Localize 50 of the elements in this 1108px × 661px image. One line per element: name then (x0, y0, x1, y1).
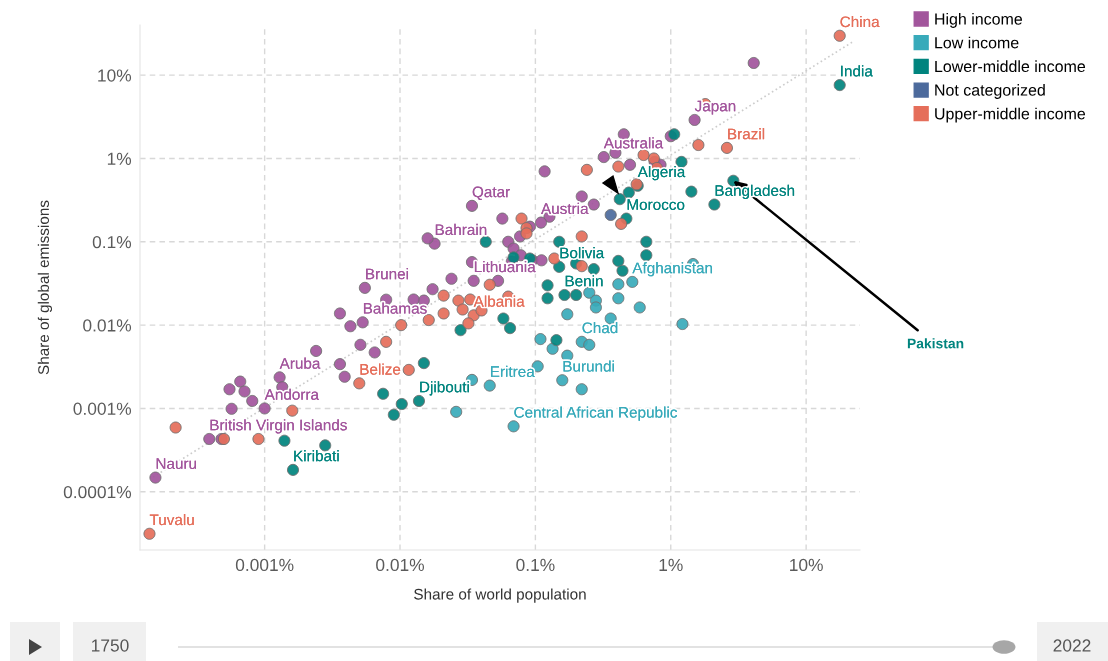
annotation: Nauru (156, 458, 197, 469)
annotation: Algeria (637, 166, 686, 181)
legend-label: Not categorized (935, 84, 1045, 99)
annotation: Central African Republic (514, 406, 678, 421)
annotation: Bolivia (560, 247, 605, 259)
x-axis-title: Share of world population (414, 588, 586, 603)
y-tick-label: 0.0001% (63, 485, 132, 499)
annotation: Lithuania (474, 261, 536, 273)
legend-label: Low income (935, 36, 1019, 49)
annotation: Eritrea (490, 365, 535, 378)
annotation: Belize (360, 363, 401, 375)
annotation: Tuvalu (149, 514, 194, 526)
annotation: Morocco (627, 199, 685, 210)
x-tick-label: 0.001% (235, 558, 294, 572)
annotation: Benin (565, 275, 603, 287)
annotation: Bahrain (435, 223, 487, 236)
x-tick-label: 0.1% (516, 558, 555, 572)
annotation: Andorra (264, 388, 319, 400)
y-tick-label: 0.1% (92, 235, 132, 249)
annotation: China (840, 15, 880, 28)
legend-label: Lower-middle income (935, 60, 1086, 73)
legend-label: Upper-middle income (935, 107, 1086, 123)
y-tick-label: 0.001% (73, 402, 132, 415)
legend-label: High income (935, 13, 1023, 28)
annotation: Brunei (366, 268, 409, 280)
y-tick-label: 1% (107, 152, 132, 165)
y-tick-label: 10% (98, 69, 132, 82)
annotation: Brazil (728, 128, 765, 140)
x-tick-label: 0.01% (376, 558, 425, 572)
annotation: Albania (473, 295, 525, 307)
annotation: Djibouti (420, 381, 469, 396)
x-tick-label: 10% (790, 558, 823, 572)
text: 2022 (1053, 639, 1091, 652)
text: 1750 (92, 639, 129, 652)
annotation: Bahamas (363, 302, 427, 314)
annotation: Chad (582, 322, 618, 334)
y-axis-title: Share of global emissions (37, 200, 53, 375)
annotation: British Virgin Islands (210, 419, 347, 434)
annotation: India (841, 65, 873, 77)
annotation: Japan (694, 100, 736, 115)
annotation: Aruba (279, 357, 321, 369)
annotation: Pakistan (907, 338, 964, 349)
annotation: Afghanistan (632, 262, 713, 277)
annotation: Australia (603, 137, 664, 149)
annotation: Austria (541, 202, 589, 215)
y-tick-label: 0.01% (83, 319, 132, 332)
annotation: Burundi (563, 360, 614, 372)
annotation: Kiribati (294, 450, 339, 462)
annotation: Qatar (472, 186, 510, 201)
x-tick-label: 1% (659, 558, 683, 572)
